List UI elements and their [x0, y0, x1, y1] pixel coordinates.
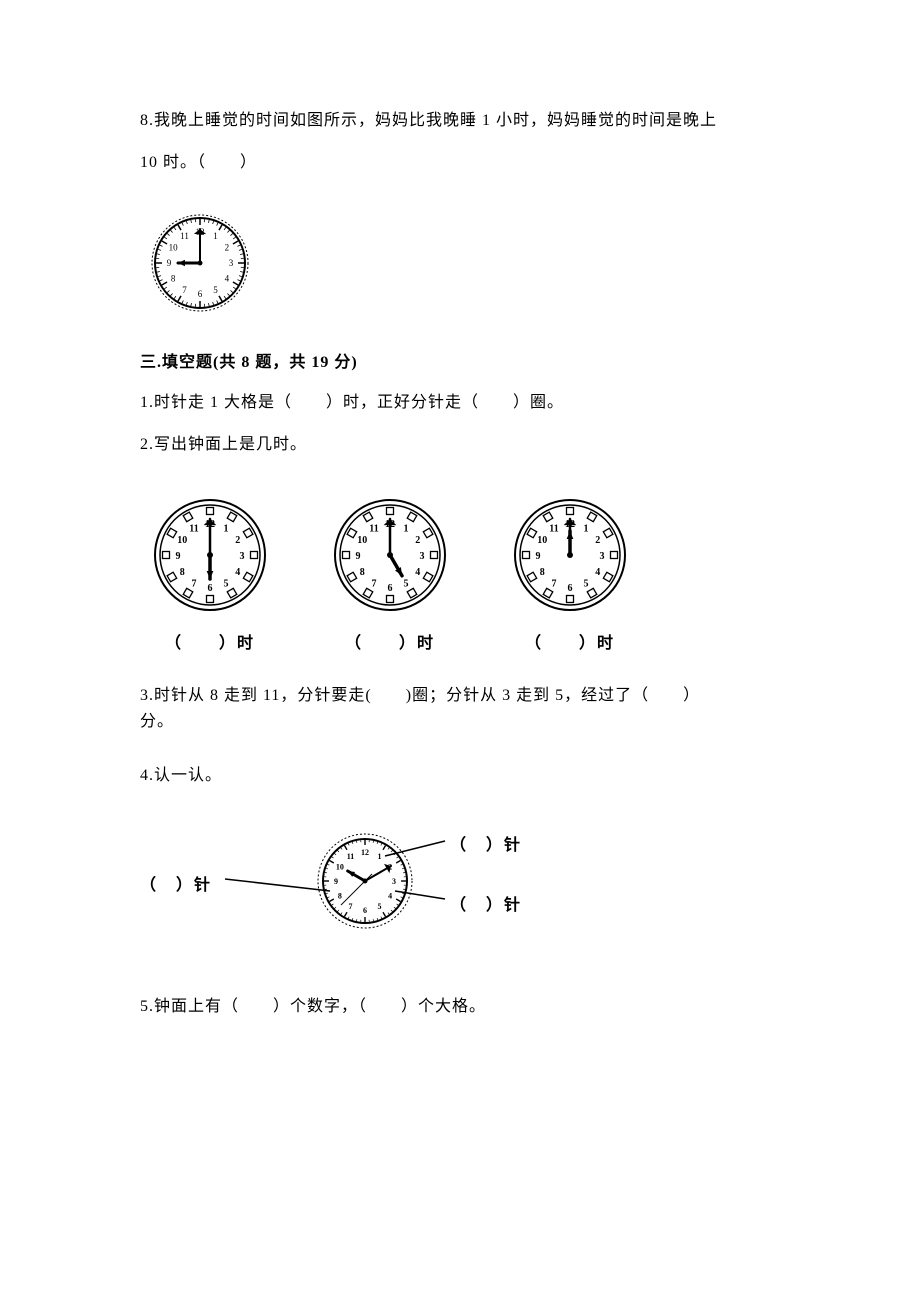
svg-text:2: 2: [595, 535, 600, 546]
svg-text:7: 7: [349, 902, 353, 911]
page: 8.我晚上睡觉的时间如图所示，妈妈比我晚睡 1 小时，妈妈睡觉的时间是晚上 10…: [0, 0, 920, 1302]
svg-text:9: 9: [167, 258, 172, 268]
svg-text:12: 12: [361, 848, 369, 857]
svg-text:6: 6: [388, 583, 393, 594]
svg-text:7: 7: [192, 579, 197, 590]
svg-text:10: 10: [357, 535, 367, 546]
svg-text:11: 11: [549, 524, 558, 535]
svg-text:4: 4: [388, 892, 392, 901]
svg-text:8: 8: [540, 567, 545, 578]
svg-text:10: 10: [169, 243, 179, 253]
s3q2-clock-row: 123456789101112 （ ）时 123456789101112 （ ）…: [150, 495, 780, 653]
s3q2-caption-3: （ ）时: [525, 629, 615, 653]
svg-text:7: 7: [552, 579, 557, 590]
svg-text:8: 8: [180, 567, 185, 578]
svg-text:10: 10: [336, 863, 344, 872]
svg-text:11: 11: [347, 852, 355, 861]
clock-q8-svg: 123456789101112: [150, 213, 250, 313]
s3q4-label-left: （ ）针: [140, 871, 212, 895]
svg-text:1: 1: [404, 524, 409, 535]
svg-text:6: 6: [363, 906, 367, 915]
svg-text:11: 11: [369, 524, 378, 535]
svg-text:8: 8: [338, 892, 342, 901]
svg-text:4: 4: [225, 274, 230, 284]
svg-text:8: 8: [171, 274, 176, 284]
svg-text:6: 6: [208, 583, 213, 594]
svg-text:3: 3: [600, 551, 605, 562]
clock-q4-svg: 123456789101112: [310, 826, 420, 936]
q8-line2: 10 时。（ ）: [140, 142, 780, 184]
s3q3-line1: 3.时针从 8 走到 11，分针要走( )圈；分针从 3 走到 5，经过了（ ）: [140, 683, 780, 709]
svg-text:7: 7: [182, 285, 187, 295]
section3-title: 三.填空题(共 8 题，共 19 分): [140, 348, 780, 372]
svg-text:11: 11: [189, 524, 198, 535]
svg-text:4: 4: [415, 567, 420, 578]
svg-text:11: 11: [180, 231, 189, 241]
svg-text:10: 10: [537, 535, 547, 546]
svg-text:6: 6: [568, 583, 573, 594]
svg-text:3: 3: [240, 551, 245, 562]
svg-text:9: 9: [536, 551, 541, 562]
s3q2-clock-2-col: 123456789101112 （ ）时: [330, 495, 450, 653]
svg-text:4: 4: [595, 567, 600, 578]
s3q2: 2.写出钟面上是几时。: [140, 424, 780, 466]
s3q3-line2: 分。: [140, 709, 780, 735]
svg-text:3: 3: [229, 258, 234, 268]
q8-clock-figure: 123456789101112: [150, 213, 780, 318]
svg-text:3: 3: [420, 551, 425, 562]
svg-text:8: 8: [360, 567, 365, 578]
svg-text:1: 1: [213, 231, 218, 241]
s3q5: 5.钟面上有（ ）个数字，（ ）个大格。: [140, 986, 780, 1028]
clock-q2-2: 123456789101112: [510, 495, 630, 615]
svg-text:7: 7: [372, 579, 377, 590]
svg-text:5: 5: [224, 579, 229, 590]
s3q2-clock-3-col: 123456789101112 （ ）时: [510, 495, 630, 653]
svg-text:9: 9: [334, 877, 338, 886]
svg-text:4: 4: [235, 567, 240, 578]
svg-text:1: 1: [584, 524, 589, 535]
svg-text:2: 2: [225, 243, 230, 253]
svg-text:1: 1: [224, 524, 229, 535]
clock-q2-0: 123456789101112: [150, 495, 270, 615]
s3q4-label-right: （ ）针: [450, 891, 522, 915]
svg-text:9: 9: [356, 551, 361, 562]
s3q2-clock-1-col: 123456789101112 （ ）时: [150, 495, 270, 653]
s3q2-caption-2: （ ）时: [345, 629, 435, 653]
svg-text:3: 3: [392, 877, 396, 886]
svg-text:10: 10: [177, 535, 187, 546]
svg-text:2: 2: [235, 535, 240, 546]
s3q4: 4.认一认。: [140, 755, 780, 797]
svg-text:9: 9: [176, 551, 181, 562]
svg-text:6: 6: [198, 289, 203, 299]
s3q4-figure: （ ）针 （ ）针 （ ）针 123456789101112: [140, 816, 620, 956]
svg-text:5: 5: [404, 579, 409, 590]
q8-line1: 8.我晚上睡觉的时间如图所示，妈妈比我晚睡 1 小时，妈妈睡觉的时间是晚上: [140, 100, 780, 142]
svg-text:5: 5: [378, 902, 382, 911]
svg-text:2: 2: [415, 535, 420, 546]
svg-text:5: 5: [584, 579, 589, 590]
s3q2-caption-1: （ ）时: [165, 629, 255, 653]
s3q4-label-top: （ ）针: [450, 831, 522, 855]
svg-text:1: 1: [378, 852, 382, 861]
s3q1: 1.时针走 1 大格是（ ）时，正好分针走（ ）圈。: [140, 382, 780, 424]
clock-q2-1: 123456789101112: [330, 495, 450, 615]
svg-text:5: 5: [213, 285, 218, 295]
